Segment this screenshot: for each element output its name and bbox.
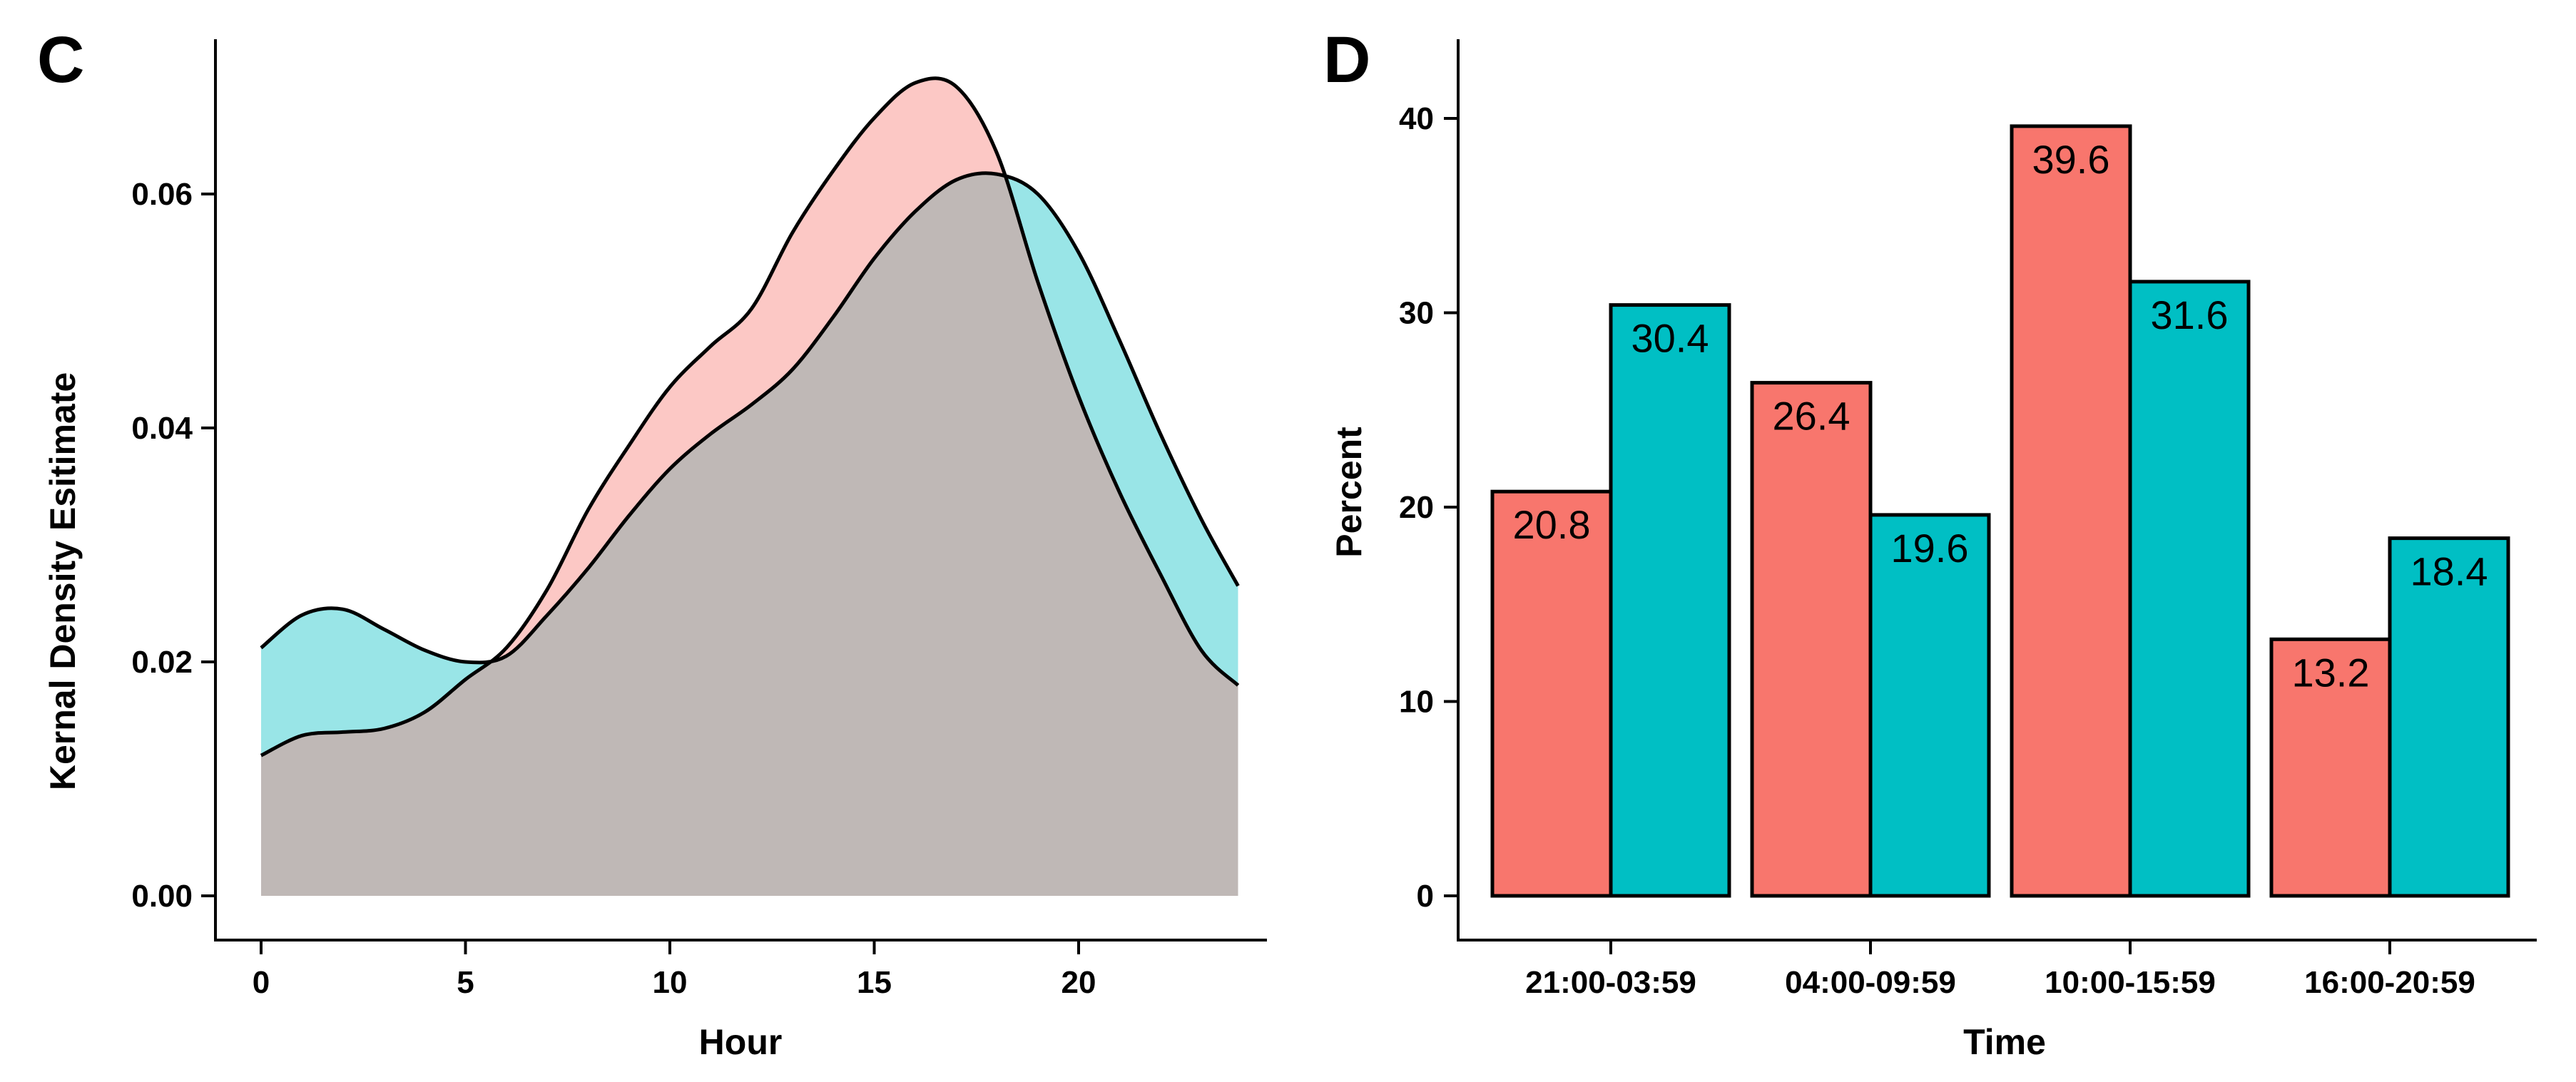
bar-series-2-1 [1609,303,1731,898]
bar-panel: D 20.8 30.4 26.4 19.6 39.6 31.6 13.2 18.4 21:00… [1323,24,2537,1062]
x-tick-label: 20 [1062,965,1096,1000]
panel-label-d: D [1323,24,1370,96]
density-line-series-2 [260,171,1240,665]
x-tick-label: 5 [457,965,474,1000]
bar-series-1-2 [1750,381,1873,898]
bar-data-label: 30.4 [1631,316,1709,361]
bar-series-2-3 [2128,280,2251,898]
density-line-series-1 [260,76,1240,757]
y-ticks: 0 10 20 30 40 [1399,101,1458,914]
x-tick-label: 21:00-03:59 [1525,965,1696,1000]
y-tick-label: 0.04 [131,411,193,446]
y-axis-title: Percent [1329,427,1369,558]
x-axis-title: Time [1963,1022,2046,1062]
y-tick-label: 40 [1399,101,1434,136]
x-axis-title: Hour [699,1022,783,1062]
y-ticks: 0.00 0.02 0.04 0.06 [131,177,215,914]
y-tick-label: 10 [1399,685,1434,720]
panel-label-c: C [37,24,84,96]
bar-data-label: 13.2 [2292,650,2370,695]
bar-data-label: 20.8 [1513,502,1591,547]
bar-series-1-3 [2010,124,2132,898]
bar-series-1-1 [1490,489,1613,898]
y-tick-label: 20 [1399,490,1434,525]
x-tick-label: 10 [653,965,688,1000]
y-tick-label: 30 [1399,296,1434,331]
bar-series-2-2 [1868,513,1991,898]
y-tick-label: 0.02 [131,645,193,680]
density-area-series-2 [261,173,1238,896]
x-tick-label: 15 [857,965,892,1000]
density-areas [260,76,1240,897]
y-axis-title: Kernal Density Esitimate [43,372,83,790]
bar-data-label: 39.6 [2032,137,2110,182]
x-ticks: 0 5 10 15 20 [253,940,1096,1000]
y-tick-label: 0.00 [131,879,193,914]
bar-data-label: 18.4 [2410,549,2488,594]
x-ticks: 21:00-03:59 04:00-09:59 10:00-15:59 16:00-2… [1525,940,2475,1000]
density-panel: C 0 5 10 15 20 0.00 0.02 0.04 0.06 Hour Kernal … [37,24,1267,1062]
bar-series-1-4 [2269,637,2392,898]
bar-data-label: 19.6 [1891,526,1969,571]
bar-series-2-4 [2388,536,2510,898]
bars: 20.8 30.4 26.4 19.6 39.6 31.6 13.2 18.4 [1490,124,2510,898]
bar-data-label: 26.4 [1773,394,1850,439]
density-area-series-1 [261,78,1238,897]
x-tick-label: 10:00-15:59 [2045,965,2216,1000]
y-tick-label: 0.06 [131,177,193,212]
x-tick-label: 04:00-09:59 [1785,965,1956,1000]
y-tick-label: 0 [1417,879,1434,914]
x-tick-label: 16:00-20:59 [2304,965,2475,1000]
bar-data-label: 31.6 [2151,292,2229,337]
x-tick-label: 0 [253,965,270,1000]
